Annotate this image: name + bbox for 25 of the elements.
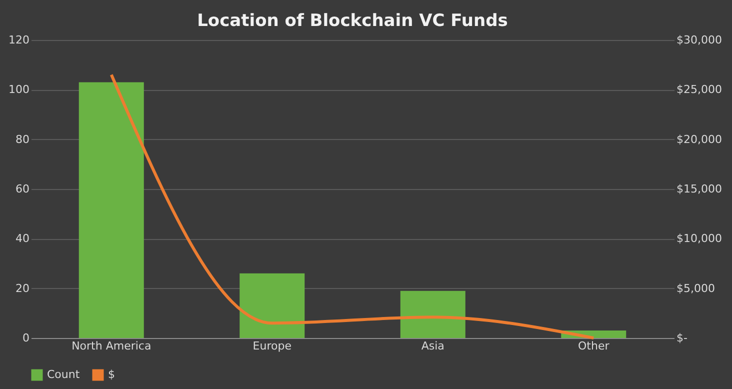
y-tick-label: 20 [16, 282, 30, 295]
y2-tick-label: $5,000 [676, 282, 715, 295]
bar [240, 273, 305, 338]
legend-label: Count [47, 368, 80, 381]
y-tick-label: 100 [8, 83, 30, 96]
y-tick-label: 0 [22, 332, 30, 344]
line-series [110, 73, 596, 340]
x-tick-label: North America [72, 340, 152, 352]
y-tick-label: 120 [8, 34, 30, 46]
y-tick-label: 40 [16, 232, 30, 246]
bar [78, 82, 144, 338]
y2-tick-label: $20,000 [676, 132, 722, 146]
x-tick-label: Europe [252, 340, 292, 352]
y-tick-label: 80 [16, 132, 30, 146]
bar [400, 290, 466, 338]
x-tick-label: Asia [421, 340, 444, 352]
y2-tick-label: $25,000 [676, 83, 722, 96]
x-tick-label: Other [578, 340, 610, 352]
legend-label: $ [108, 368, 115, 381]
y-tick-label: 60 [16, 182, 30, 196]
y2-tick-label: $30,000 [676, 34, 722, 46]
y2-tick-label: $15,000 [676, 182, 722, 196]
y2-tick-label: $10,000 [676, 232, 722, 246]
y2-tick-label: $- [676, 332, 688, 344]
chart-title: Location of Blockchain VC Funds [197, 11, 508, 31]
